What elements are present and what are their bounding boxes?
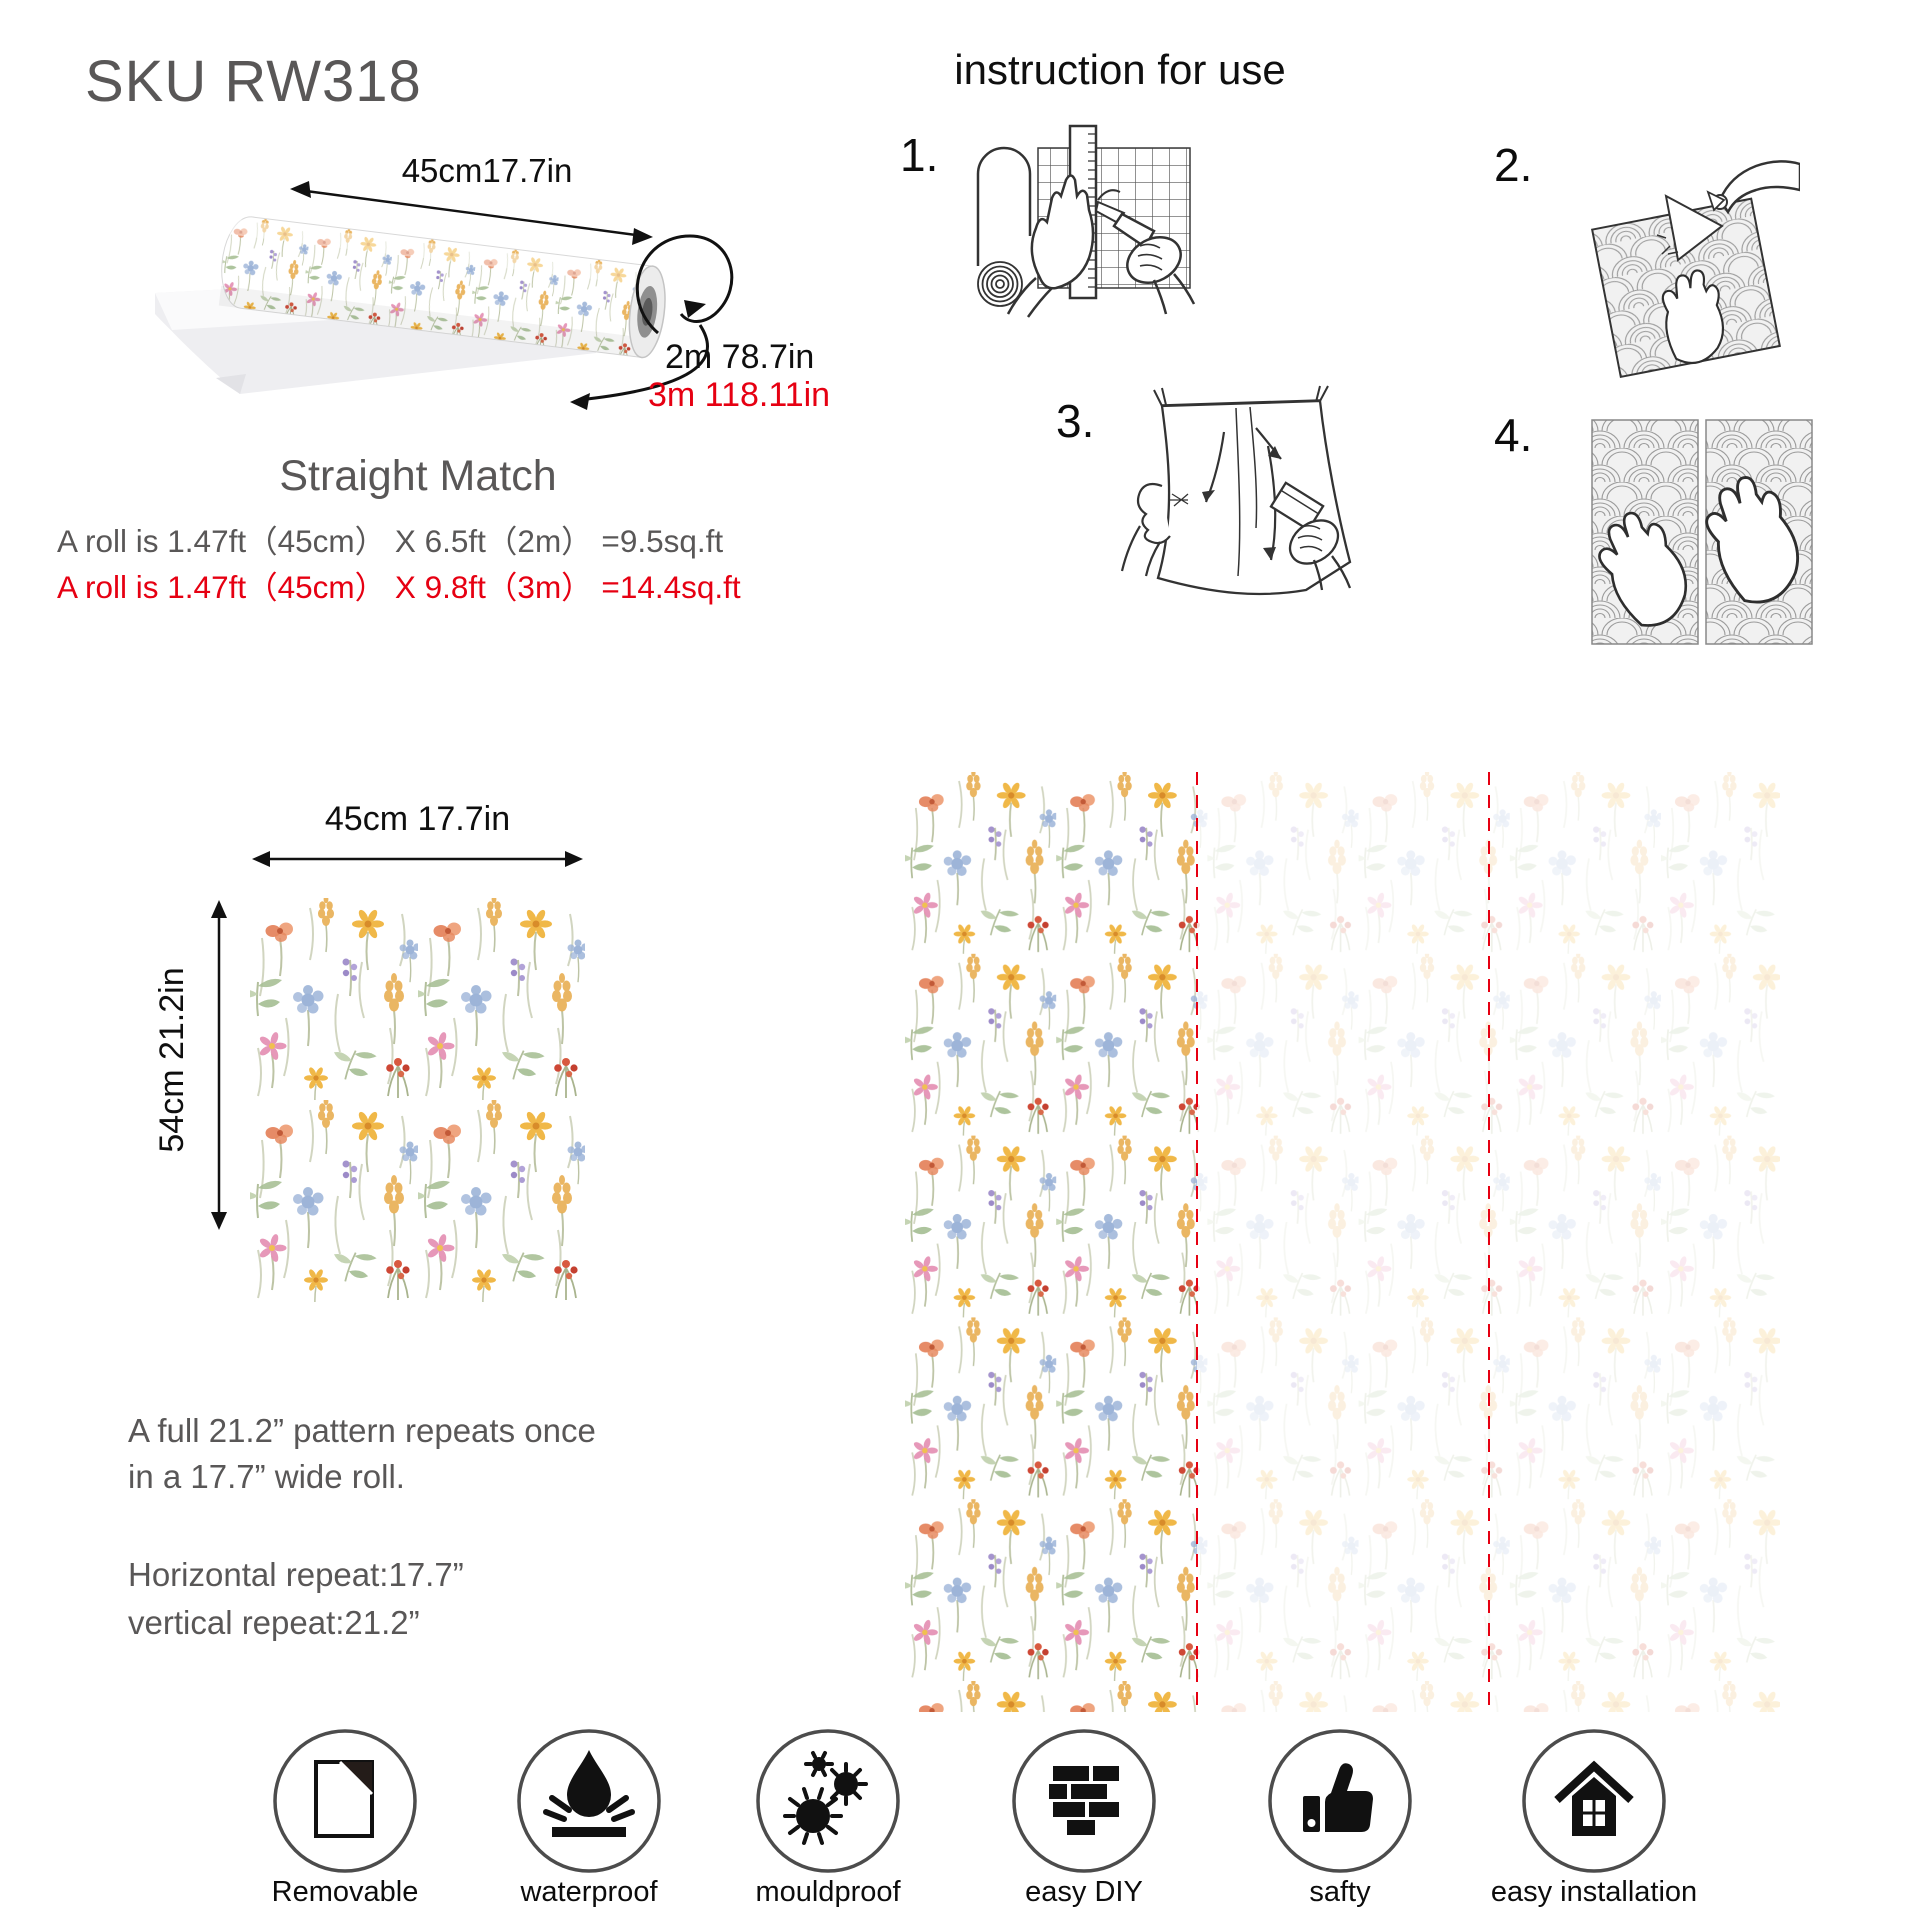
horizontal-repeat-label: Horizontal repeat:17.7”: [128, 1556, 464, 1593]
roll-length-3m-label: 3m 118.11in: [648, 376, 830, 414]
sheet-arrowhead: [570, 393, 590, 410]
match-line-3m: A roll is 1.47ft（45cm） X 9.8ft（3m） =14.4…: [57, 569, 741, 605]
pulling-hand-icon: [1718, 160, 1800, 215]
step-3-number: 3.: [1056, 395, 1095, 447]
swatch-width-label: 45cm 17.7in: [324, 800, 511, 838]
vertical-repeat-label: vertical repeat:21.2”: [128, 1604, 420, 1641]
feature-label-easy-diy: easy DIY: [1025, 1876, 1143, 1908]
repeat-line-1: A full 21.2” pattern repeats once: [128, 1412, 596, 1449]
peeled-backing-flap: [1664, 194, 1724, 262]
roll-width-arrow: [290, 181, 653, 245]
peel-backing-illustration: [1590, 160, 1800, 379]
repeat-line-2: in a 17.7” wide roll.: [128, 1458, 405, 1495]
feature-label-safty: safty: [1309, 1876, 1371, 1908]
roll-spiral-icon: [977, 261, 1023, 307]
swatch-height-arrow: [211, 900, 227, 1230]
step-2-number: 2.: [1494, 139, 1533, 191]
feature-label-removable: Removable: [271, 1876, 419, 1908]
feature-label-waterproof: waterproof: [520, 1876, 658, 1908]
spiral-arrowhead: [684, 300, 706, 318]
removable-icon: [273, 1729, 417, 1873]
roll-cylinder: [218, 216, 666, 359]
hanging-sheet: [1156, 399, 1352, 596]
house-icon: [1522, 1729, 1666, 1873]
wallpaper-roll-figure: 45cm17.7in 2m 78.7in 3m 118.11in: [155, 152, 830, 414]
match-heading: Straight Match: [279, 452, 557, 500]
step-1-number: 1.: [900, 129, 939, 181]
smooth-onto-wall-illustration: [1120, 385, 1352, 596]
cutting-hand-icon: [1126, 236, 1182, 284]
thumbs-up-icon: [1268, 1729, 1412, 1873]
bricks-icon: [1012, 1729, 1156, 1873]
feature-label-easy-installation: easy installation: [1490, 1876, 1698, 1908]
swatch-width-arrow: [252, 851, 583, 867]
waterproof-icon: [517, 1729, 661, 1873]
holding-hand-icon: [1136, 482, 1171, 545]
measure-and-cut-illustration: [976, 124, 1196, 318]
match-panels-illustration: [1585, 419, 1814, 645]
mouldproof-icon: [756, 1729, 900, 1873]
squeegee-icon: [1269, 481, 1325, 532]
swatch-height-label: 54cm 21.2in: [153, 967, 191, 1153]
match-line-2m: A roll is 1.47ft（45cm） X 6.5ft（2m） =9.5s…: [57, 523, 724, 559]
pattern-swatch: [250, 898, 585, 1302]
roll-length-2m-label: 2m 78.7in: [665, 338, 814, 376]
step-4-number: 4.: [1494, 409, 1533, 461]
length-spiral-arrow: [577, 234, 734, 402]
feature-label-mouldproof: mouldproof: [755, 1876, 901, 1908]
pattern-repeat-panel: [905, 772, 1780, 1712]
sku-title: SKU RW318: [85, 49, 422, 114]
instructions-heading: instruction for use: [954, 46, 1286, 93]
pressing-hand-icon: [1030, 174, 1095, 290]
roll-width-label: 45cm17.7in: [402, 152, 573, 189]
